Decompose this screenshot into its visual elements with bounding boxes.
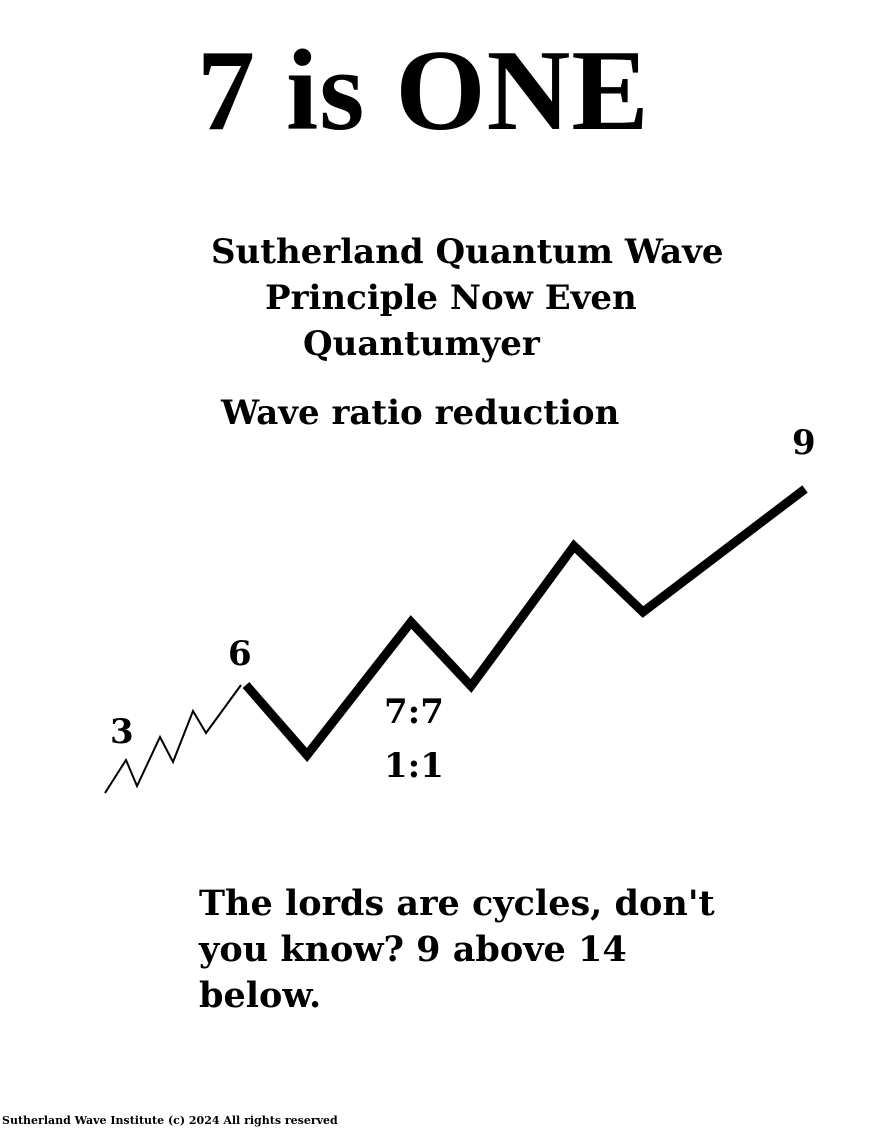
subtitle-line-3: Quantumyer	[303, 324, 540, 364]
ratio-label-bottom: 1:1	[384, 746, 444, 786]
subtitle-line-2: Principle Now Even	[265, 278, 637, 318]
subtitle-line-1: Sutherland Quantum Wave	[211, 232, 724, 272]
ratio-label-top: 7:7	[384, 692, 444, 732]
large-wave-line	[242, 485, 808, 763]
wave-label-end: 9	[792, 423, 816, 463]
small-wave-line	[104, 684, 242, 794]
copyright-footer: Sutherland Wave Institute (c) 2024 All r…	[2, 1114, 338, 1127]
section-heading: Wave ratio reduction	[221, 393, 620, 433]
page-title: 7 is ONE	[197, 27, 650, 155]
wave-label-start: 3	[110, 712, 134, 752]
wave-label-mid: 6	[228, 634, 252, 674]
body-text: The lords are cycles, don't you know? 9 …	[199, 883, 715, 1016]
